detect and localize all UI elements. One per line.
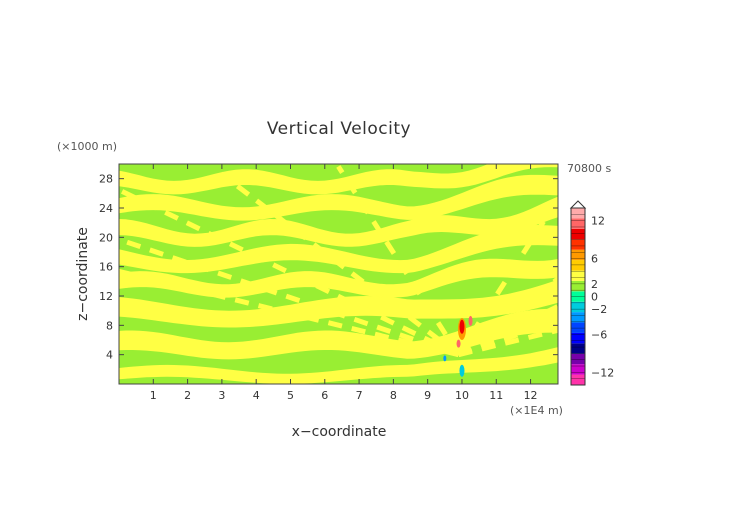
y-tick-label: 16	[99, 261, 113, 274]
x-axis-label: x−coordinate	[292, 424, 387, 440]
downdraft-core	[459, 364, 465, 377]
y-tick-label: 28	[99, 173, 113, 186]
y-axis-ticks: 4 8 12 16 20 24 28	[99, 173, 558, 362]
positive-velocity-band	[119, 258, 558, 298]
colorbar-segment	[571, 260, 585, 271]
x-unit-label: (×1E4 m)	[510, 404, 563, 417]
updraft-tertiary	[456, 339, 461, 348]
wave-ray	[119, 236, 460, 358]
colorbar-segment	[571, 332, 585, 344]
updraft-secondary	[468, 315, 473, 326]
x-axis-ticks: 1 2 3 4 5 6 7 8 9 10 11 12	[150, 164, 538, 402]
colorbar-segment	[571, 249, 585, 261]
y-tick-label: 4	[106, 349, 113, 362]
colorbar-segment	[571, 270, 585, 281]
positive-velocity-band	[119, 279, 558, 328]
y-axis-label: z−coordinate	[75, 227, 91, 321]
x-tick-label: 3	[218, 389, 225, 402]
x-tick-label: 5	[287, 389, 294, 402]
colorbar-tick-label: −6	[591, 328, 607, 341]
time-label: 70800 s	[567, 162, 611, 175]
positive-velocity-band	[119, 225, 558, 274]
wave-ray	[456, 194, 558, 357]
x-tick-label: 12	[524, 389, 538, 402]
wave-ray	[336, 165, 461, 357]
colorbar-segment	[571, 208, 585, 219]
positive-velocity-band	[119, 347, 558, 384]
colorbar: 12 6 20−2 −6 −12	[569, 200, 614, 386]
x-tick-label: 10	[455, 389, 469, 402]
positive-velocity-band	[119, 164, 558, 195]
colorbar-segment	[571, 374, 585, 385]
colorbar-segment	[571, 322, 585, 333]
colorbar-tick-label: −2	[591, 303, 607, 316]
wave-ray	[457, 275, 558, 357]
y-tick-label: 12	[99, 290, 113, 303]
x-tick-label: 8	[390, 389, 397, 402]
colorbar-segment	[571, 301, 585, 313]
colorbar-tick-label: −12	[591, 366, 614, 379]
wave-ray	[119, 187, 460, 357]
colorbar-extend-arrow	[569, 200, 587, 209]
x-tick-label: 11	[489, 389, 503, 402]
colorbar-frame	[570, 207, 586, 386]
plot-frame	[118, 163, 559, 385]
updraft-peak	[459, 319, 465, 334]
positive-velocity-band	[119, 196, 558, 247]
colorbar-segment	[571, 353, 585, 365]
colorbar-segment	[571, 312, 585, 323]
x-tick-label: 2	[184, 389, 191, 402]
velocity-bands	[119, 164, 558, 384]
colorbar-tick-label: 6	[591, 253, 598, 266]
x-tick-label: 1	[150, 389, 157, 402]
positive-velocity-band	[119, 174, 558, 221]
downdraft-secondary	[443, 355, 447, 362]
y-tick-label: 8	[106, 319, 113, 332]
wave-ray	[457, 318, 558, 358]
colorbar-tick-label: 12	[591, 215, 605, 228]
colorbar-segment	[571, 280, 585, 292]
colorbar-segment	[571, 239, 585, 250]
x-tick-label: 9	[424, 389, 431, 402]
x-tick-label: 6	[321, 389, 328, 402]
colorbar-segment	[571, 228, 585, 240]
extreme-velocity-region	[443, 315, 473, 377]
plot-area	[119, 164, 558, 384]
x-tick-label: 4	[253, 389, 260, 402]
y-tick-label: 20	[99, 231, 113, 244]
colorbar-segment	[571, 343, 585, 354]
colorbar-tick-label: 0	[591, 291, 598, 304]
wave-ray	[219, 171, 461, 357]
colorbar-segment	[571, 364, 585, 375]
x-tick-label: 7	[356, 389, 363, 402]
colorbar-segment	[571, 218, 585, 229]
y-tick-label: 24	[99, 202, 113, 215]
chart-title: Vertical Velocity	[267, 119, 411, 139]
y-unit-label: (×1000 m)	[57, 140, 117, 153]
colorbar-tick-label: 2	[591, 278, 598, 291]
